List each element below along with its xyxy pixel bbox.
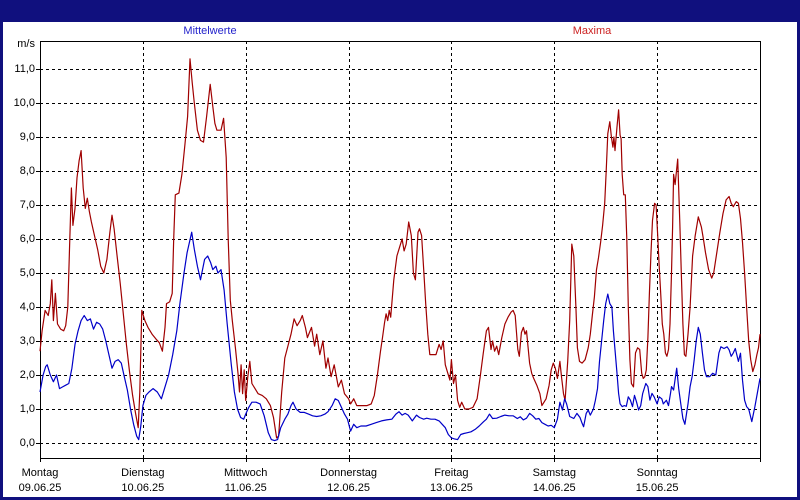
y-tick-label: 11,0: [14, 63, 35, 75]
x-label-weekday: Freitag: [434, 467, 469, 479]
y-tick-label: 3,0: [19, 335, 35, 347]
x-label-weekday: Dienstag: [121, 467, 165, 479]
series-line-mittelwerte: [39, 231, 761, 442]
y-tick-label: 1,0: [19, 403, 35, 415]
x-label-weekday: Samstag: [532, 467, 576, 479]
x-label-date: 09.06.25: [18, 482, 62, 494]
x-label-date: 13.06.25: [430, 482, 473, 494]
y-tick-label: 4,0: [19, 301, 35, 313]
x-label-weekday: Donnerstag: [320, 467, 377, 479]
y-tick-label: 7,0: [19, 199, 35, 211]
x-label-date: 11.06.25: [224, 482, 267, 494]
x-label-date: 15.06.25: [635, 482, 679, 494]
y-tick-label: 5,0: [19, 267, 35, 279]
y-tick-label: 6,0: [19, 233, 35, 245]
x-label-date: 12.06.25: [327, 482, 370, 494]
legend-max-label: Maxima: [572, 25, 612, 37]
series-line-maxima: [39, 58, 761, 439]
x-label-weekday: Montag: [21, 467, 59, 479]
y-axis-unit-label: m/s: [17, 38, 35, 50]
x-label-weekday: Mittwoch: [224, 467, 268, 479]
y-tick-label: 0,0: [19, 437, 35, 449]
title-bar-background: [0, 0, 800, 22]
x-label-date: 10.06.25: [121, 482, 165, 494]
y-tick-label: 10,0: [13, 97, 35, 109]
x-label-weekday: Sonntag: [636, 467, 678, 479]
y-tick-label: 9,0: [19, 131, 35, 143]
y-tick-label: 8,0: [19, 165, 35, 177]
y-tick-label: 2,0: [19, 369, 35, 381]
legend-mean-label: Mittelwerte: [183, 25, 237, 37]
x-label-date: 14.06.25: [532, 482, 576, 494]
plot-frame: [40, 41, 761, 459]
